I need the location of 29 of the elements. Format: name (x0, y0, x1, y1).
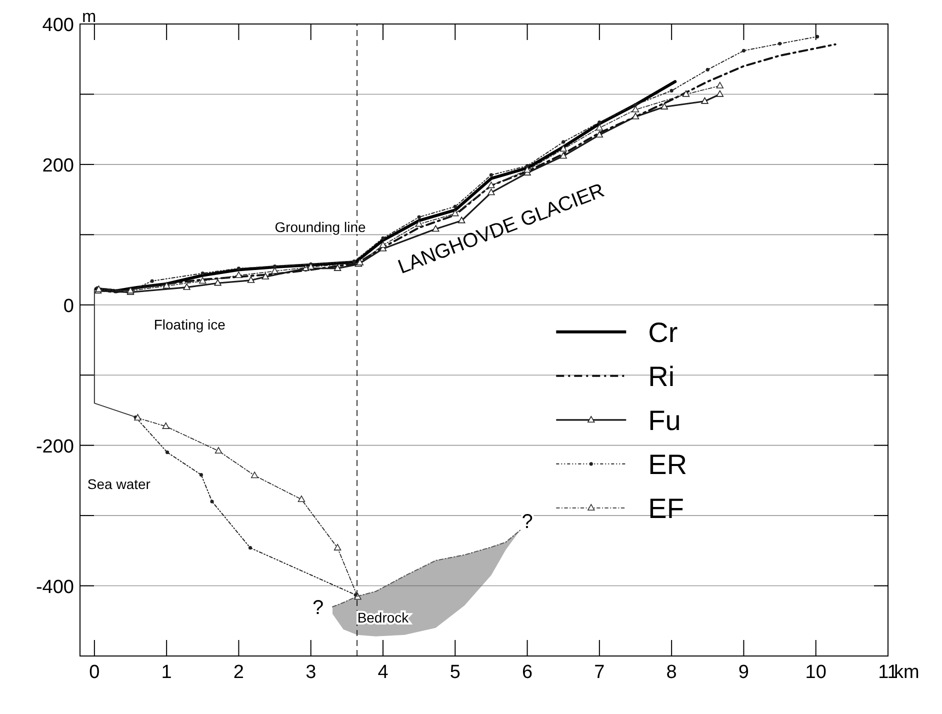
x-tick-label: 8 (666, 662, 677, 683)
legend-label: EF (648, 492, 684, 524)
x-tick-label: 7 (594, 662, 605, 683)
x-tick-label: 9 (738, 662, 750, 683)
x-tick-label: 5 (450, 662, 460, 683)
y-tick-label: -400 (36, 576, 74, 598)
y-tick-label: 400 (42, 15, 74, 36)
annotation: Bedrock (357, 609, 410, 626)
x-tick-label: 2 (233, 662, 244, 683)
legend-label: Ri (648, 360, 675, 392)
annotation: Grounding line (274, 218, 366, 235)
x-tick-label: 1 (161, 662, 172, 683)
x-tick-label: 10 (805, 662, 826, 683)
x-tick-label: 3 (306, 662, 316, 683)
y-tick-label: 200 (42, 155, 74, 176)
x-tick-label: 6 (522, 662, 533, 683)
y-tick-label: -200 (36, 436, 74, 458)
legend-label: ER (648, 448, 688, 480)
y-axis-title: m (82, 7, 96, 26)
annotation: ? (522, 511, 533, 534)
annotation: ? (312, 596, 324, 619)
x-tick-label: 0 (89, 662, 100, 683)
x-axis-title: km (894, 662, 920, 683)
annotation: Floating ice (154, 316, 226, 332)
legend-label: Cr (648, 316, 678, 348)
y-tick-label: 0 (63, 296, 74, 317)
legend-label: Fu (648, 404, 681, 436)
annotation: Sea water (87, 476, 151, 492)
x-tick-label: 4 (378, 662, 389, 683)
